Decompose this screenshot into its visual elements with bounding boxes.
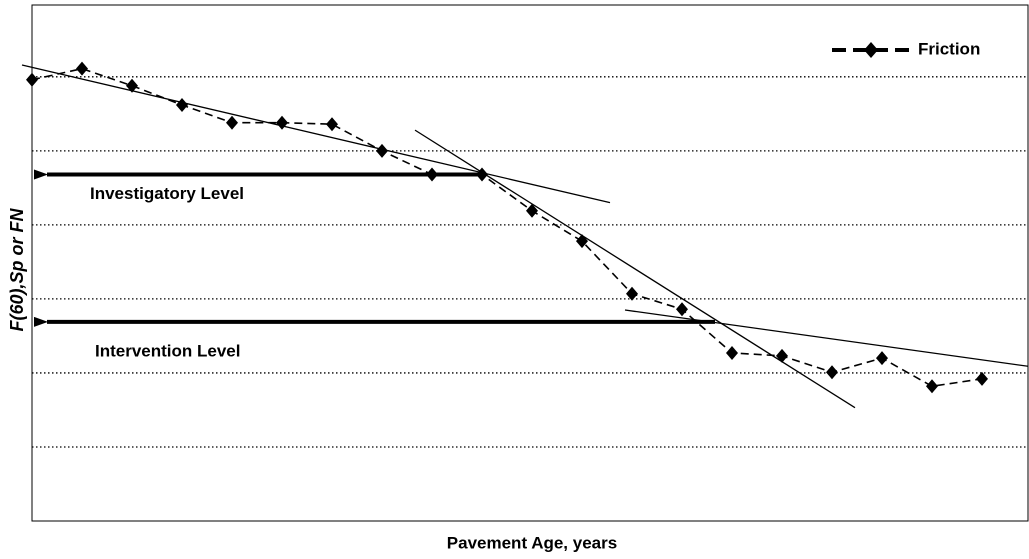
x-axis-label: Pavement Age, years xyxy=(447,533,617,552)
annotation-text: Investigatory Level xyxy=(90,184,244,203)
data-point xyxy=(76,61,88,76)
annotation-text: Intervention Level xyxy=(95,341,240,360)
trend-line xyxy=(21,64,611,204)
data-point xyxy=(376,143,388,158)
data-point xyxy=(626,286,638,301)
data-point xyxy=(226,115,238,130)
data-point xyxy=(976,371,988,386)
data-point xyxy=(276,115,288,130)
data-point xyxy=(776,348,788,363)
data-point xyxy=(26,72,38,87)
legend-label: Friction xyxy=(918,39,980,58)
plot-frame xyxy=(31,4,1029,522)
data-point xyxy=(676,302,688,317)
data-point xyxy=(576,234,588,249)
data-point xyxy=(126,78,138,93)
data-point xyxy=(476,167,488,182)
data-point xyxy=(876,351,888,366)
data-line xyxy=(31,67,983,388)
data-point xyxy=(526,203,538,218)
y-axis-label: F(60),Sp or FN xyxy=(7,208,27,332)
data-point xyxy=(926,379,938,394)
data-point xyxy=(426,167,438,182)
legend-marker xyxy=(864,42,878,58)
data-point xyxy=(826,365,838,380)
data-point xyxy=(326,117,338,132)
trend-line xyxy=(624,309,1029,367)
data-point xyxy=(176,97,188,112)
data-point xyxy=(726,345,738,360)
